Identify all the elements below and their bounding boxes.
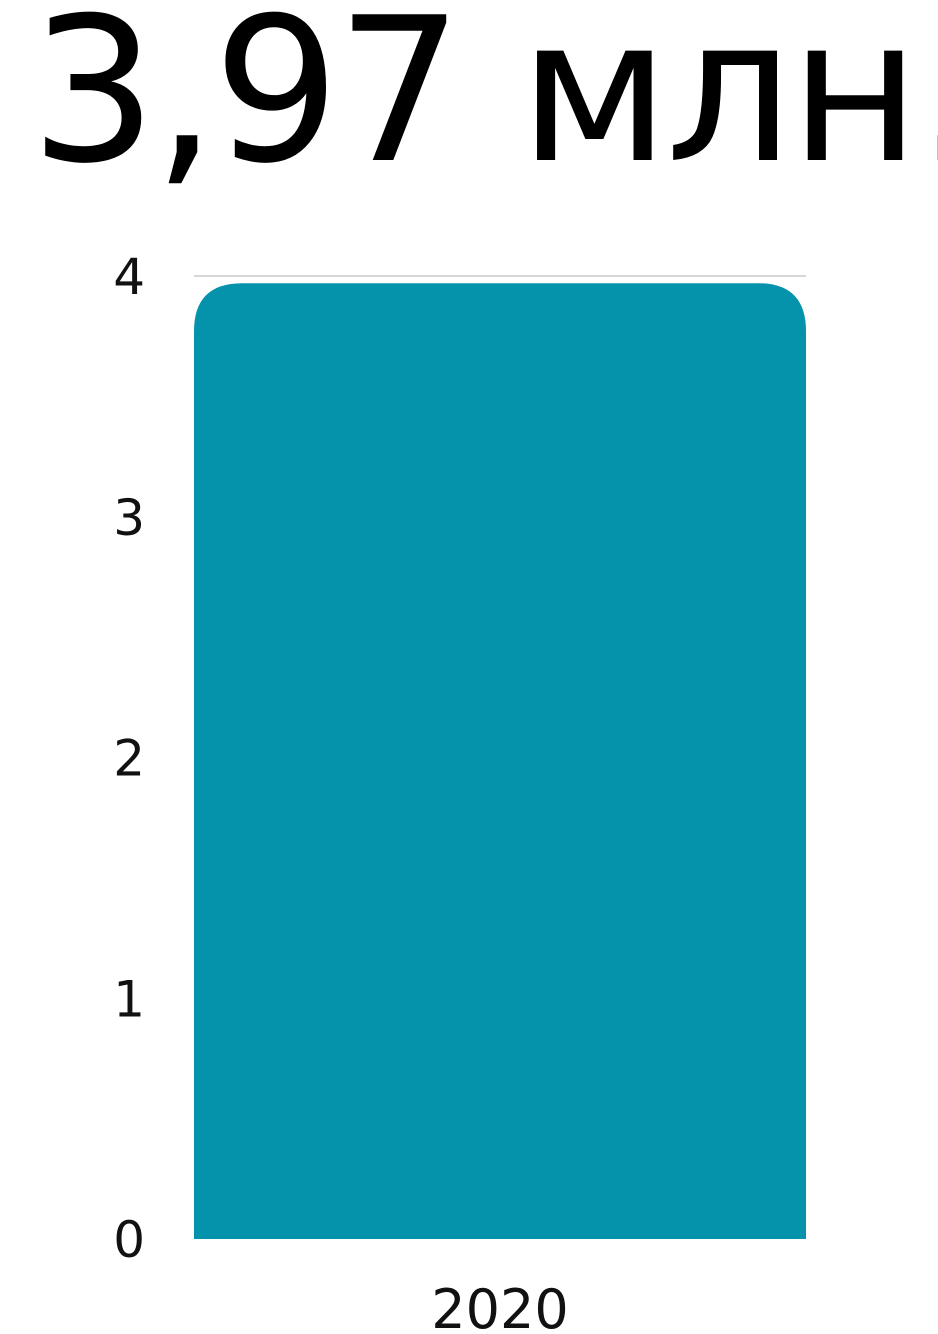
y-tick-label: 1 (113, 970, 145, 1028)
x-tick-label: 2020 (431, 1278, 568, 1334)
y-tick-label: 0 (113, 1211, 145, 1269)
y-tick-label: 2 (113, 730, 145, 788)
y-axis-ticks: 0 1 2 3 4 (113, 248, 145, 1269)
headline-value: 3,97 млн. (30, 0, 938, 208)
y-tick-label: 3 (113, 489, 145, 547)
bar (194, 283, 806, 1239)
bars (194, 283, 806, 1239)
y-tick-label: 4 (113, 248, 145, 306)
x-axis-labels: 2020 (431, 1278, 568, 1334)
